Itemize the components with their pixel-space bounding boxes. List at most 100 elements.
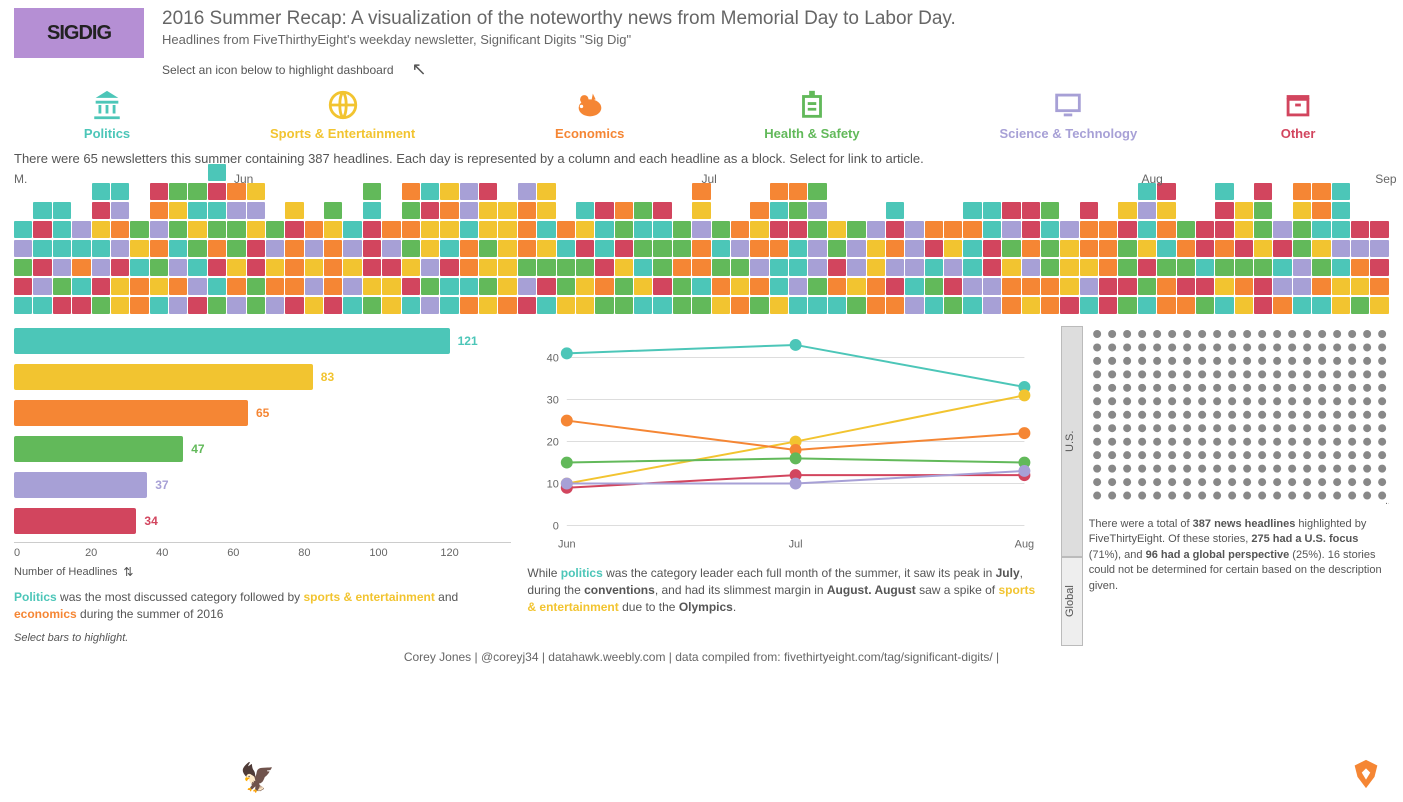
bar-rect[interactable] bbox=[14, 400, 248, 426]
day-column[interactable] bbox=[1080, 202, 1098, 314]
day-column[interactable] bbox=[498, 202, 516, 314]
headline-block[interactable] bbox=[247, 202, 265, 219]
headline-block[interactable] bbox=[770, 297, 788, 314]
headline-block[interactable] bbox=[1022, 259, 1040, 276]
day-column[interactable] bbox=[1235, 202, 1253, 314]
day-column[interactable] bbox=[130, 221, 148, 314]
headline-block[interactable] bbox=[963, 297, 981, 314]
headline-block[interactable] bbox=[963, 202, 981, 219]
headline-block[interactable] bbox=[227, 221, 245, 238]
day-column[interactable] bbox=[537, 183, 555, 314]
headline-block[interactable] bbox=[1235, 240, 1253, 257]
headline-block[interactable] bbox=[595, 259, 613, 276]
day-column[interactable] bbox=[983, 202, 1001, 314]
bar-chart[interactable]: 1218365473734 bbox=[14, 326, 511, 536]
headline-block[interactable] bbox=[518, 221, 536, 238]
headline-block[interactable] bbox=[285, 221, 303, 238]
headline-block[interactable] bbox=[324, 221, 342, 238]
headline-block[interactable] bbox=[188, 202, 206, 219]
headline-block[interactable] bbox=[712, 278, 730, 295]
headline-block[interactable] bbox=[150, 297, 168, 314]
headline-block[interactable] bbox=[169, 259, 187, 276]
day-column[interactable] bbox=[634, 202, 652, 314]
headline-block[interactable] bbox=[867, 278, 885, 295]
headline-block[interactable] bbox=[828, 240, 846, 257]
headline-block[interactable] bbox=[208, 221, 226, 238]
bar-science[interactable]: 37 bbox=[14, 470, 511, 500]
day-column[interactable] bbox=[847, 221, 865, 314]
headline-block[interactable] bbox=[53, 278, 71, 295]
headline-block[interactable] bbox=[808, 297, 826, 314]
headline-block[interactable] bbox=[886, 202, 904, 219]
headline-block[interactable] bbox=[595, 202, 613, 219]
headline-block[interactable] bbox=[305, 259, 323, 276]
headline-block[interactable] bbox=[324, 259, 342, 276]
day-column[interactable] bbox=[363, 183, 381, 314]
headline-block[interactable] bbox=[1312, 221, 1330, 238]
day-column[interactable] bbox=[576, 202, 594, 314]
headline-block[interactable] bbox=[14, 259, 32, 276]
headline-block[interactable] bbox=[1041, 240, 1059, 257]
headline-block[interactable] bbox=[1138, 221, 1156, 238]
headline-block[interactable] bbox=[150, 259, 168, 276]
headline-block[interactable] bbox=[595, 297, 613, 314]
headline-block[interactable] bbox=[72, 259, 90, 276]
headline-block[interactable] bbox=[1099, 240, 1117, 257]
headline-block[interactable] bbox=[285, 297, 303, 314]
day-column[interactable] bbox=[789, 183, 807, 314]
headline-block[interactable] bbox=[72, 278, 90, 295]
headline-block[interactable] bbox=[498, 221, 516, 238]
day-column[interactable] bbox=[1254, 183, 1272, 314]
headline-block[interactable] bbox=[983, 202, 1001, 219]
day-column[interactable] bbox=[673, 221, 691, 314]
headline-block[interactable] bbox=[692, 259, 710, 276]
headline-block[interactable] bbox=[673, 278, 691, 295]
headline-block[interactable] bbox=[1157, 221, 1175, 238]
headline-block[interactable] bbox=[673, 221, 691, 238]
headline-block[interactable] bbox=[1177, 259, 1195, 276]
headline-block[interactable] bbox=[498, 202, 516, 219]
headline-block[interactable] bbox=[1002, 202, 1020, 219]
headline-block[interactable] bbox=[1351, 297, 1369, 314]
headline-block[interactable] bbox=[1022, 278, 1040, 295]
headline-block[interactable] bbox=[808, 240, 826, 257]
headline-block[interactable] bbox=[1370, 221, 1388, 238]
headline-block[interactable] bbox=[1002, 278, 1020, 295]
headline-block[interactable] bbox=[1332, 221, 1350, 238]
headline-block[interactable] bbox=[343, 240, 361, 257]
headline-block[interactable] bbox=[1157, 278, 1175, 295]
headline-block[interactable] bbox=[692, 240, 710, 257]
headline-block[interactable] bbox=[1196, 240, 1214, 257]
headline-block[interactable] bbox=[1060, 221, 1078, 238]
headline-block[interactable] bbox=[150, 278, 168, 295]
headline-block[interactable] bbox=[673, 297, 691, 314]
headline-block[interactable] bbox=[343, 297, 361, 314]
headline-block[interactable] bbox=[1118, 259, 1136, 276]
day-column[interactable] bbox=[518, 183, 536, 314]
headline-block[interactable] bbox=[1332, 278, 1350, 295]
headline-block[interactable] bbox=[363, 240, 381, 257]
headline-block[interactable] bbox=[847, 278, 865, 295]
headline-block[interactable] bbox=[188, 259, 206, 276]
headline-block[interactable] bbox=[402, 297, 420, 314]
headline-block[interactable] bbox=[615, 278, 633, 295]
headline-block[interactable] bbox=[498, 259, 516, 276]
headline-block[interactable] bbox=[382, 221, 400, 238]
headline-block[interactable] bbox=[53, 221, 71, 238]
headline-block[interactable] bbox=[537, 259, 555, 276]
headline-block[interactable] bbox=[208, 259, 226, 276]
day-column[interactable] bbox=[479, 183, 497, 314]
headline-block[interactable] bbox=[208, 202, 226, 219]
headline-block[interactable] bbox=[518, 202, 536, 219]
headline-block[interactable] bbox=[847, 221, 865, 238]
headline-block[interactable] bbox=[595, 221, 613, 238]
headline-block[interactable] bbox=[712, 259, 730, 276]
headline-block[interactable] bbox=[111, 259, 129, 276]
headline-block[interactable] bbox=[440, 202, 458, 219]
day-column[interactable] bbox=[1332, 183, 1350, 314]
headline-block[interactable] bbox=[421, 240, 439, 257]
headline-block[interactable] bbox=[1022, 240, 1040, 257]
headline-block[interactable] bbox=[1060, 259, 1078, 276]
headline-block[interactable] bbox=[886, 278, 904, 295]
headline-block[interactable] bbox=[92, 221, 110, 238]
